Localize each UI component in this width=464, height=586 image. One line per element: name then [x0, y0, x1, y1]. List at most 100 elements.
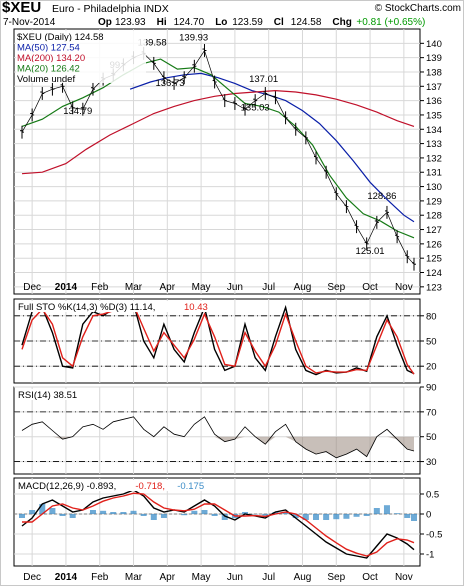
- stat-key-chg: Chg: [332, 17, 351, 28]
- series-ma-20-: [21, 58, 415, 239]
- legend-entry: MA(200) 134.20: [17, 53, 85, 64]
- price-annotation: 139.58: [138, 37, 167, 48]
- macd-histogram-bar: [353, 514, 360, 517]
- panel-price: 123 124 125 126 127 128 129 130 131 132 133 134 135 1…: [13, 28, 442, 295]
- macd-histogram-bar: [110, 512, 117, 514]
- symbol: $XEU: [2, 0, 41, 16]
- macd-histogram-bar: [411, 514, 417, 521]
- y-tick-label: 20: [426, 362, 437, 373]
- macd-histogram-bar: [211, 514, 218, 516]
- stat-key-hi: Hi: [157, 17, 167, 28]
- y-tick-label: 128: [426, 211, 442, 222]
- chart-panels: 123 124 125 126 127 128 129 130 131 132 133 134 135 1…: [13, 28, 442, 583]
- price-annotation: 128.86: [367, 191, 396, 202]
- legend-entry: MACD(12,26,9) -0.893,: [18, 481, 116, 492]
- macd-histogram-bar: [59, 514, 66, 516]
- legend-entry: -0.175: [177, 481, 204, 492]
- x-month-label: Apr: [160, 282, 176, 293]
- series--k: [21, 302, 415, 376]
- x-month-label-bottom: Oct: [362, 572, 378, 583]
- rsi-below-50-fill: [22, 436, 414, 458]
- macd-histogram-bar: [69, 514, 76, 518]
- macd-histogram-bar: [313, 514, 319, 520]
- legend-bg: [16, 72, 146, 83]
- x-month-label: Mar: [125, 282, 143, 293]
- y-tick-label: 135: [426, 110, 442, 121]
- stat-value-lo: 123.59: [232, 17, 263, 28]
- legend-entry: Full STO %K(14,3) %D(3) 11.14,: [18, 302, 155, 313]
- legend-bg: [16, 389, 91, 400]
- instrument-name: Euro - Philadelphia INDX: [52, 3, 169, 15]
- x-month-label: Aug: [294, 282, 312, 293]
- stat-value-hi: 124.70: [174, 17, 205, 28]
- macd-histogram-bar: [130, 510, 137, 514]
- y-tick-label: 138: [426, 67, 442, 78]
- y-tick-label: 127: [426, 225, 442, 236]
- macd-histogram-bar: [394, 513, 401, 514]
- price-annotation: 139.93: [179, 32, 208, 43]
- macd-histogram-bar: [242, 512, 249, 514]
- stat-value-op: 123.93: [115, 17, 146, 28]
- y-tick-label: 0.5: [426, 490, 439, 501]
- y-tick-label: 90: [426, 383, 437, 394]
- macd-histogram-bar: [120, 512, 127, 514]
- macd-histogram-bar: [49, 508, 56, 514]
- legend-bg: [16, 480, 212, 491]
- y-tick-label: 134: [426, 125, 442, 136]
- y-tick-label: 0: [426, 510, 431, 521]
- macd-histogram-bar: [272, 512, 279, 514]
- macd-histogram-bar: [160, 514, 167, 518]
- legend-bg: [16, 62, 146, 73]
- x-month-label-bottom: 2014: [55, 572, 78, 583]
- legend-entry: MA(20) 126.42: [17, 64, 80, 75]
- y-tick-label: 131: [426, 168, 442, 179]
- legend-entry: Volume undef: [17, 74, 75, 85]
- legend-bg: [16, 301, 213, 312]
- y-tick-label: 124: [426, 268, 442, 279]
- series-signal: [22, 492, 415, 557]
- price-annotation: 125.01: [356, 246, 385, 257]
- macd-histogram-bar: [29, 510, 36, 514]
- quote-date: 7-Nov-2014: [3, 17, 56, 28]
- legend-bg: [16, 30, 146, 41]
- stat-value-cl: 124.58: [291, 17, 322, 28]
- y-tick-label: 50: [426, 432, 437, 443]
- y-tick-label: 30: [426, 457, 437, 468]
- stat-key-cl: Cl: [274, 17, 284, 28]
- x-month-label: May: [192, 282, 211, 293]
- legend-entry: $XEU (Daily) 124.58: [17, 32, 104, 43]
- macd-histogram-bar: [292, 514, 299, 518]
- y-tick-label: -1: [426, 550, 434, 561]
- macd-histogram-bar: [39, 504, 46, 514]
- legend-entry: RSI(14) 38.51: [18, 390, 77, 401]
- macd-histogram-bar: [282, 512, 289, 514]
- stat-key-op: Op: [98, 17, 112, 28]
- legend-bg: [16, 41, 146, 52]
- y-tick-label: 139: [426, 53, 442, 64]
- macd-histogram-bar: [19, 514, 25, 518]
- y-tick-label: 50: [426, 337, 437, 348]
- watermark: © StockCharts.com: [375, 3, 461, 14]
- legend-entry: -0.718,: [135, 481, 165, 492]
- x-month-label: Jun: [227, 282, 243, 293]
- macd-histogram-bar: [201, 510, 208, 514]
- x-month-label-bottom: Jun: [227, 572, 243, 583]
- macd-histogram-bar: [262, 514, 269, 516]
- macd-histogram-bar: [221, 514, 228, 520]
- macd-histogram-bar: [383, 505, 390, 514]
- x-month-label: Dec: [23, 282, 41, 293]
- legend-entry: MA(50) 127.54: [17, 43, 80, 54]
- price-annotation: 135.03: [241, 103, 270, 114]
- macd-histogram-bar: [191, 510, 198, 514]
- price-annotation: 136.73: [155, 78, 184, 89]
- stat-value-chg: +0.81 (+0.65%): [356, 17, 425, 28]
- series-macd: [21, 489, 415, 559]
- macd-histogram-bar: [89, 510, 96, 514]
- panel-stochastic: 20 50 80 Full STO %K(14,3) %D(3) 11.14, 10.4…: [13, 298, 437, 384]
- x-month-label-bottom: Apr: [160, 572, 176, 583]
- x-month-label: Nov: [395, 282, 413, 293]
- stat-key-lo: Lo: [215, 17, 227, 28]
- x-month-label: 2014: [55, 282, 78, 293]
- series-rsi-14-: [21, 416, 415, 459]
